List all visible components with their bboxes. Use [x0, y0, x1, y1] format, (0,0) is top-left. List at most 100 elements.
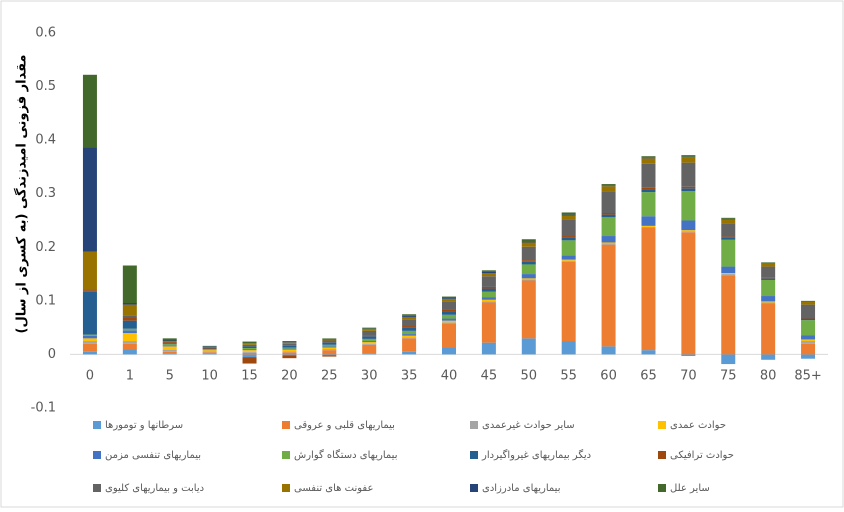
x-tick-label: 80: [760, 369, 777, 384]
bar-segment: [402, 319, 417, 327]
bar-segment: [761, 279, 776, 297]
bar-segment: [122, 315, 137, 318]
bar-segment: [761, 354, 776, 360]
bar-segment: [601, 236, 616, 243]
bar-segment: [801, 343, 816, 355]
bar-segment: [561, 237, 576, 241]
bar-segment: [521, 260, 536, 262]
bar-segment: [402, 327, 417, 331]
bar-segment: [561, 255, 576, 260]
x-tick-label: 50: [521, 369, 538, 384]
bar-segment: [242, 354, 257, 358]
bar-segment: [322, 346, 337, 348]
bar-segment: [601, 191, 616, 213]
bar-segment: [82, 341, 97, 344]
bar-segment: [721, 266, 736, 273]
bar-segment: [82, 147, 97, 252]
bar-segment: [442, 347, 456, 355]
bar-segment: [521, 280, 536, 339]
bar-segment: [481, 299, 496, 302]
bar-segment: [202, 345, 217, 347]
legend-swatch: [470, 451, 478, 459]
x-tick-label: 5: [166, 369, 174, 384]
bar-segment: [521, 274, 536, 279]
bar-segment: [561, 219, 576, 237]
bar-segment: [641, 156, 656, 158]
bar-segment: [561, 260, 576, 262]
legend-swatch: [658, 484, 666, 492]
y-tick-label: 0.1: [35, 293, 56, 308]
bar-segment: [601, 243, 616, 245]
legend-swatch: [282, 451, 290, 459]
bar-segment: [601, 242, 616, 244]
bar-segment: [761, 278, 776, 280]
bar-segment: [322, 350, 337, 355]
bar-segment: [521, 338, 536, 355]
bar-segment: [402, 316, 417, 320]
bar-segment: [521, 246, 536, 261]
bar-segment: [641, 350, 656, 355]
x-tick-label: 10: [201, 369, 218, 384]
bar-segment: [801, 354, 816, 359]
bar-segment: [362, 329, 377, 331]
bar-segment: [801, 335, 816, 340]
bar-segment: [82, 289, 97, 291]
legend-label: دیابت و بیماریهای کلیوی: [105, 483, 204, 494]
bar-segment: [242, 346, 257, 348]
bar-segment: [122, 320, 137, 329]
legend-label: بیماریهای قلبی و عروقی: [294, 420, 395, 431]
bar-segment: [122, 304, 137, 316]
legend-label: حوادث عمدی: [670, 420, 726, 431]
bar-segment: [761, 301, 776, 303]
legend-swatch: [470, 421, 478, 429]
bar-segment: [721, 274, 736, 276]
bar-segment: [801, 341, 816, 344]
bar-segment: [202, 352, 217, 354]
bar-segment: [481, 276, 496, 287]
bar-segment: [322, 340, 337, 343]
bar-segment: [601, 217, 616, 237]
bar-segment: [561, 341, 576, 355]
bar-segment: [641, 226, 656, 228]
legend-swatch: [282, 421, 290, 429]
bar-segment: [162, 342, 177, 344]
bar-segment: [761, 277, 776, 279]
bar-segment: [681, 188, 696, 192]
bar-segment: [641, 192, 656, 217]
bar-segment: [82, 351, 97, 355]
y-tick-label: 0.6: [35, 26, 56, 41]
bar-segment: [721, 273, 736, 275]
bar-segment: [601, 244, 616, 347]
bar-segment: [442, 309, 456, 312]
bar-segment: [521, 239, 536, 242]
bar-segment: [322, 347, 337, 350]
bar-segment: [721, 239, 736, 267]
bar-segment: [82, 290, 97, 292]
bar-segment: [362, 342, 377, 344]
bar-segment: [481, 301, 496, 303]
bar-segment: [681, 354, 696, 357]
bar-segment: [202, 351, 217, 353]
bar-segment: [641, 228, 656, 351]
bar-segment: [82, 338, 97, 342]
bar-segment: [561, 261, 576, 342]
bar-segment: [322, 342, 337, 345]
bar-segment: [601, 346, 616, 355]
bar-segment: [122, 328, 137, 331]
bar-segment: [801, 301, 816, 302]
x-tick-label: 70: [680, 369, 697, 384]
bar-segment: [761, 302, 776, 304]
bar-segment: [242, 343, 257, 344]
bar-segment: [162, 338, 177, 341]
bar-segment: [561, 240, 576, 256]
bar-segment: [521, 261, 536, 265]
x-tick-label: 35: [401, 369, 418, 384]
x-tick-label: 30: [361, 369, 378, 384]
x-tick-label: 65: [640, 369, 657, 384]
legend-label: سایر حوادث غیرعمدی: [482, 420, 575, 431]
bar-segment: [242, 357, 257, 364]
bar-segment: [162, 344, 177, 346]
bar-segment: [362, 330, 377, 336]
bar-segment: [761, 303, 776, 355]
x-tick-label: 75: [720, 369, 737, 384]
